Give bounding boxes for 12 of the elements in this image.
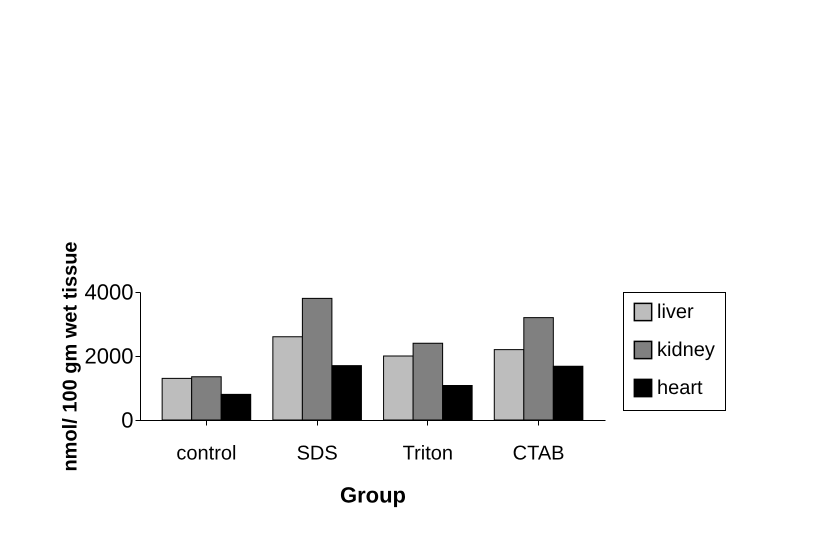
y-tick-label: 0	[121, 408, 134, 432]
x-tick-label: control	[176, 442, 236, 464]
x-tick-label: Triton	[402, 442, 454, 464]
y-tick-label: 2000	[84, 344, 134, 368]
x-axis-title: Group	[340, 482, 406, 508]
legend-label: heart	[657, 377, 704, 399]
x-tick-label: SDS	[296, 442, 338, 464]
y-tick-label: 4000	[84, 280, 134, 304]
legend-label: liver	[657, 301, 694, 323]
x-tick-label: CTAB	[512, 442, 564, 464]
y-axis-title: nmol/ 100 gm wet tissue	[60, 241, 82, 472]
legend-label: kidney	[657, 339, 715, 361]
